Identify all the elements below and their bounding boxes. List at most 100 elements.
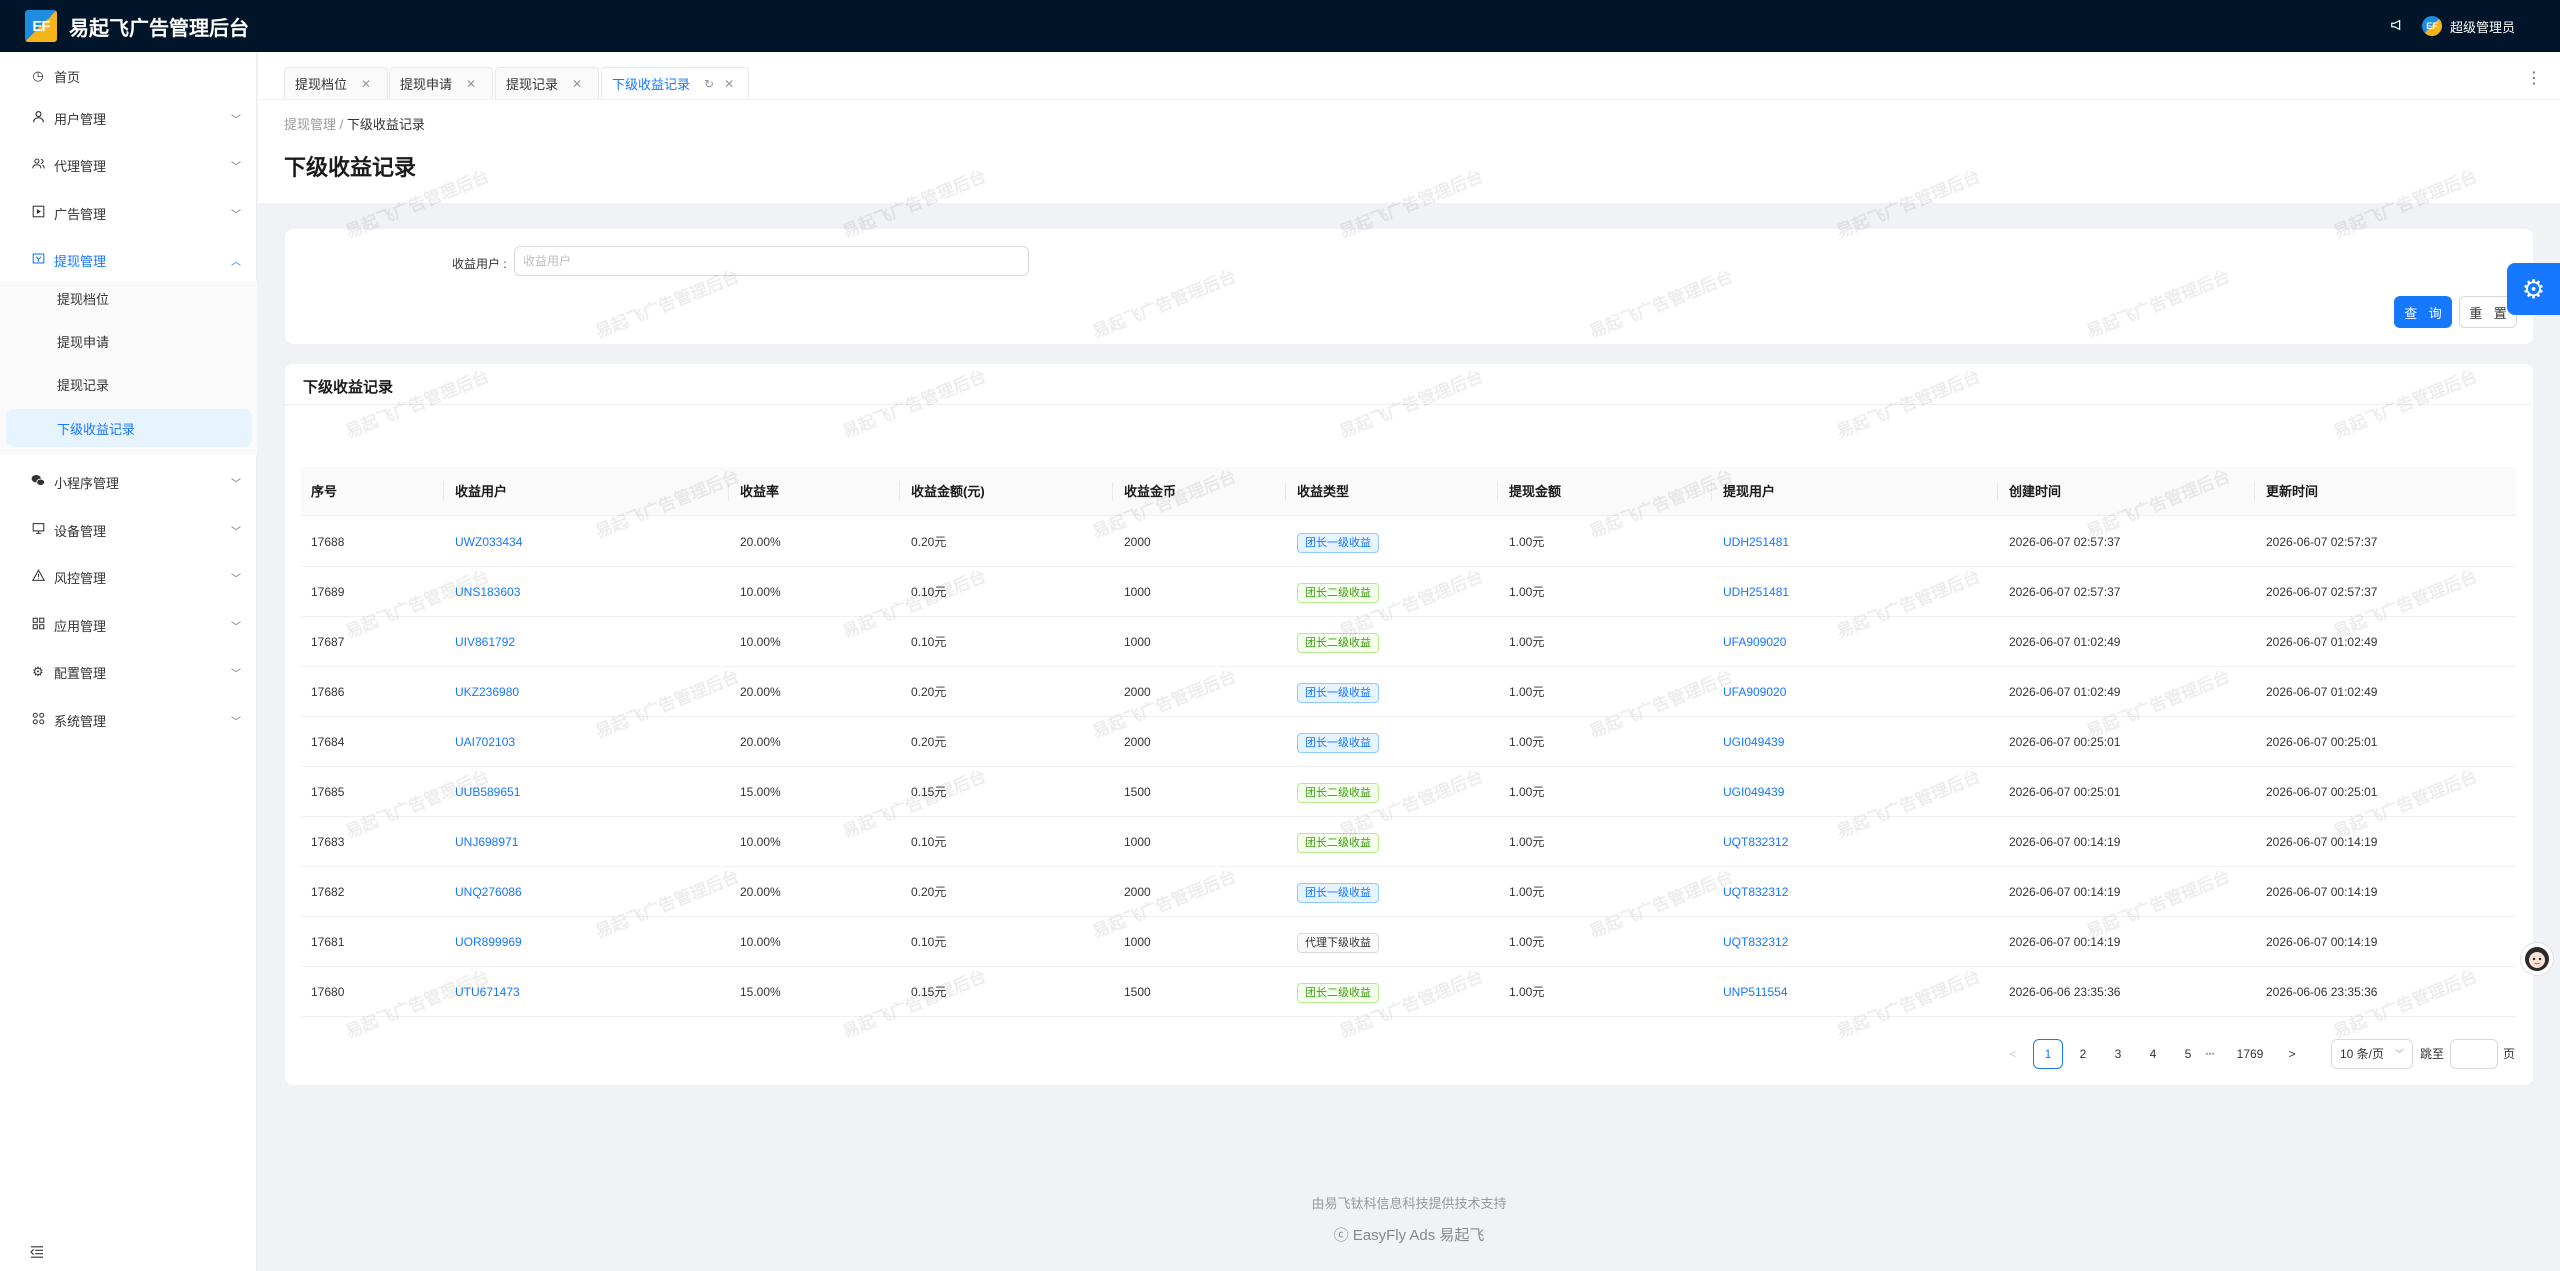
refresh-icon[interactable]: ↻: [704, 76, 715, 91]
pagination-page-2[interactable]: 2: [2079, 1047, 2087, 1061]
earning-user-link[interactable]: UNQ276086: [455, 885, 522, 899]
sidebar-item-app-management[interactable]: 应用管理 ﹀: [0, 605, 257, 645]
pagination-last-page[interactable]: 1769: [2236, 1047, 2264, 1061]
row-id: 17688: [311, 535, 345, 549]
withdraw-user-link[interactable]: UGI049439: [1723, 735, 1785, 749]
column-header: 收益类型: [1297, 484, 1350, 499]
earning-rate: 10.00%: [740, 935, 781, 949]
withdraw-user-link[interactable]: UQT832312: [1723, 935, 1789, 949]
more-vertical-icon[interactable]: ⋮: [2526, 70, 2542, 87]
sidebar-item-home[interactable]: ◷ 首页: [0, 56, 257, 96]
user-avatar[interactable]: EF: [2421, 16, 2442, 36]
breadcrumb-parent[interactable]: 提现管理: [284, 117, 337, 132]
sidebar-subitem-sub-earnings[interactable]: 下级收益记录: [6, 409, 252, 447]
topbar-right: EF 超级管理员: [2390, 0, 2515, 52]
breadcrumb: 提现管理 / 下级收益记录: [284, 114, 425, 133]
withdraw-user-link[interactable]: UQT832312: [1723, 885, 1789, 899]
earning-user-link[interactable]: UWZ033434: [455, 535, 523, 549]
earning-type-tag: 团长二级收益: [1297, 967, 1379, 1017]
tab-withdraw-requests[interactable]: 提现申请 ✕: [389, 67, 493, 99]
sidebar-item-risk-management[interactable]: 风控管理 ﹀: [0, 557, 257, 597]
column-separator: [1112, 482, 1113, 501]
pagination-page-1[interactable]: 1: [2033, 1039, 2063, 1069]
megaphone-icon[interactable]: [2390, 18, 2404, 35]
earning-user-input[interactable]: [514, 246, 1029, 276]
sidebar-item-device-management[interactable]: 设备管理 ﹀: [0, 510, 257, 550]
pagination-next[interactable]: >: [2288, 1047, 2296, 1061]
withdraw-user-link[interactable]: UDH251481: [1723, 535, 1790, 549]
sidebar-item-miniprogram-management[interactable]: 小程序管理 ﹀: [0, 462, 257, 502]
sidebar-item-user-management[interactable]: 用户管理 ﹀: [0, 98, 257, 138]
chevron-down-icon: ﹀: [231, 478, 241, 490]
withdraw-user-link[interactable]: UFA909020: [1723, 635, 1787, 649]
column-separator: [1285, 482, 1286, 501]
earning-user-link[interactable]: UIV861792: [455, 635, 516, 649]
sidebar-subitem-withdraw-tiers[interactable]: 提现档位: [6, 279, 252, 317]
sidebar-item-withdraw-management[interactable]: 提现管理 ︿: [0, 240, 257, 280]
withdraw-user-link[interactable]: UFA909020: [1723, 685, 1787, 699]
menu-fold-icon[interactable]: [30, 1245, 44, 1261]
chevron-up-icon: ︿: [231, 256, 241, 268]
tab-sub-earnings[interactable]: 下级收益记录 ↻ ✕: [601, 67, 749, 99]
withdraw-user-link[interactable]: UNP511554: [1723, 985, 1788, 999]
close-icon[interactable]: ✕: [724, 76, 735, 91]
pagination-page-5[interactable]: 5: [2184, 1047, 2192, 1061]
footer-support-text: 由易飞钛科信息科技提供技术支持: [1311, 1196, 1507, 1211]
close-icon[interactable]: ✕: [466, 76, 477, 91]
query-button[interactable]: 查 询: [2394, 296, 2452, 328]
settings-float-button[interactable]: ⚙: [2507, 263, 2560, 315]
close-icon[interactable]: ✕: [361, 76, 372, 91]
status-badge: 团长二级收益: [1297, 632, 1379, 653]
sidebar-item-system-management[interactable]: 系统管理 ﹀: [0, 700, 257, 740]
earning-rate: 10.00%: [740, 635, 781, 649]
earning-user-link[interactable]: UAI702103: [455, 735, 516, 749]
sidebar-subitem-withdraw-records[interactable]: 提现记录: [6, 365, 252, 403]
jump-page-input[interactable]: [2450, 1039, 2498, 1069]
pagination-ellipsis[interactable]: •••: [2205, 1049, 2215, 1059]
column-header: 收益用户: [455, 484, 508, 499]
status-badge: 团长二级收益: [1297, 782, 1379, 803]
user-name[interactable]: 超级管理员: [2449, 19, 2515, 35]
app-logo[interactable]: EF: [25, 10, 57, 42]
row-id: 17682: [311, 885, 345, 899]
pagination-page-3[interactable]: 3: [2114, 1047, 2122, 1061]
pagination-prev[interactable]: <: [2009, 1047, 2017, 1061]
pagination-page-4[interactable]: 4: [2149, 1047, 2157, 1061]
column-separator: [2254, 482, 2255, 501]
close-icon[interactable]: ✕: [572, 76, 583, 91]
sidebar-subitem-withdraw-requests[interactable]: 提现申请: [6, 322, 252, 360]
table-row: 17683 UNJ698971 10.00% 0.10元 1000 团长二级收益 1.00元…: [301, 817, 2516, 867]
withdraw-user-link[interactable]: UQT832312: [1723, 835, 1789, 849]
status-badge: 团长一级收益: [1297, 882, 1379, 903]
earning-rate: 10.00%: [740, 585, 781, 599]
withdraw-amount: 1.00元: [1509, 985, 1545, 999]
earning-user-link[interactable]: UTU671473: [455, 985, 520, 999]
earning-user-link[interactable]: UNJ698971: [455, 835, 519, 849]
assistant-avatar[interactable]: [2520, 942, 2554, 976]
column-header: 创建时间: [2009, 484, 2062, 499]
tab-label: 提现记录: [506, 77, 559, 92]
earning-user-link[interactable]: UNS183603: [455, 585, 521, 599]
withdraw-user-link[interactable]: UDH251481: [1723, 585, 1790, 599]
withdraw-user-link[interactable]: UGI049439: [1723, 785, 1785, 799]
earning-user-link[interactable]: UKZ236980: [455, 685, 520, 699]
tab-label: 提现档位: [295, 77, 348, 92]
earning-type-tag: 团长一级收益: [1297, 667, 1379, 717]
earning-user-link[interactable]: UOR899969: [455, 935, 522, 949]
tab-withdraw-tiers[interactable]: 提现档位 ✕: [284, 67, 388, 99]
page-size-select[interactable]: 10 条/页 ﹀: [2331, 1039, 2413, 1069]
tabs-bar: 提现档位 ✕ 提现申请 ✕ 提现记录 ✕ 下级收益记录 ↻ ✕ ⋮: [258, 52, 2560, 100]
assistant-face-icon: [2525, 947, 2549, 971]
tab-withdraw-records[interactable]: 提现记录 ✕: [495, 67, 599, 99]
page-header: 提现管理 / 下级收益记录 下级收益记录: [258, 100, 2560, 203]
sidebar-item-agent-management[interactable]: 代理管理 ﹀: [0, 145, 257, 185]
sidebar-item-ad-management[interactable]: 广告管理 ﹀: [0, 193, 257, 233]
chevron-down-icon: ﹀: [2394, 1049, 2404, 1059]
sidebar-item-config-management[interactable]: ⚙ 配置管理 ﹀: [0, 652, 257, 692]
earning-amount: 0.15元: [911, 985, 947, 999]
jump-label: 跳至: [2420, 1047, 2445, 1061]
earning-user-link[interactable]: UUB589651: [455, 785, 521, 799]
withdraw-amount: 1.00元: [1509, 685, 1545, 699]
play-square-icon: [30, 205, 46, 221]
updated-time: 2026-06-07 01:02:49: [2266, 635, 2378, 649]
